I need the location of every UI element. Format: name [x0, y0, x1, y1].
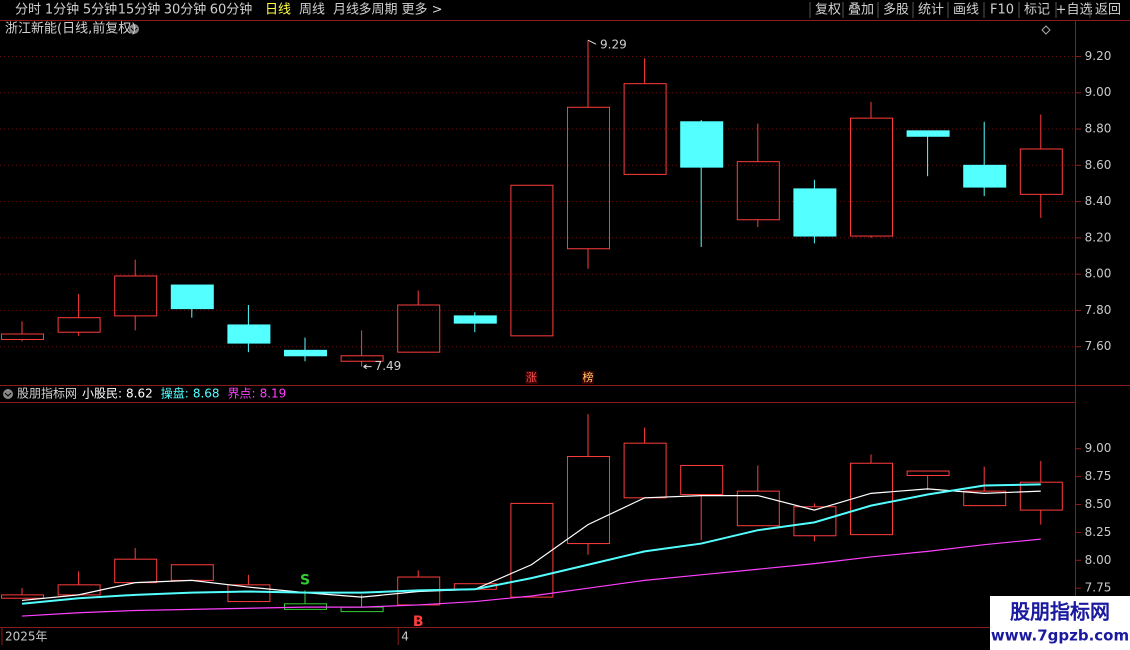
- y-tick-label: 8.25: [1085, 525, 1112, 539]
- timeframe-tab[interactable]: 日线: [265, 3, 291, 18]
- y-tick-label: 9.00: [1085, 441, 1112, 455]
- candle-body: [1, 594, 44, 599]
- candle-body: [1019, 148, 1063, 195]
- timeframe-tab[interactable]: 月线: [333, 3, 359, 18]
- candle-body: [510, 502, 554, 598]
- candle-body: [680, 121, 724, 168]
- diamond-icon[interactable]: [1041, 25, 1051, 35]
- timeframe-tab[interactable]: 5分钟: [83, 2, 117, 18]
- indicator-line: [21, 538, 1041, 617]
- legend-name: 操盘:: [161, 386, 189, 401]
- y-tick-label: 7.80: [1085, 303, 1112, 317]
- y-tick-label: 8.75: [1085, 469, 1112, 483]
- toolbar-button[interactable]: 标记: [1024, 3, 1050, 18]
- y-tick-label: 8.00: [1085, 267, 1112, 281]
- legend-value: 8.62: [126, 387, 153, 401]
- marker-box: [582, 371, 594, 384]
- candle-body: [397, 304, 441, 353]
- x-tick-label: 2025年: [5, 630, 48, 644]
- timeframe-tab[interactable]: 更多 >: [401, 2, 442, 18]
- watermark-url: www.7gpzb.com: [991, 627, 1129, 645]
- marker-box: [525, 371, 538, 384]
- x-tick-label: 4: [401, 630, 409, 644]
- candle-body: [793, 188, 837, 237]
- candle-body: [567, 456, 610, 545]
- timeframe-tab[interactable]: 60分钟: [210, 2, 253, 18]
- signal: S: [300, 572, 310, 588]
- timeframe-tab[interactable]: 1分钟: [45, 2, 79, 18]
- legend-name: 界点:: [228, 387, 256, 401]
- min-label: 7.49: [375, 359, 402, 373]
- candle-body: [680, 464, 724, 495]
- toolbar-button[interactable]: 多股: [883, 2, 909, 18]
- timeframe-tab[interactable]: 多周期: [358, 2, 397, 18]
- watermark-title: 股朋指标网: [1010, 600, 1110, 624]
- candle-body: [736, 161, 780, 221]
- candle-body: [1, 333, 44, 340]
- y-tick-label: 8.40: [1085, 194, 1112, 208]
- toolbar-button[interactable]: 统计: [918, 3, 944, 18]
- legend-value: 8.68: [193, 387, 220, 401]
- indicator-line: [21, 488, 1041, 602]
- indicator-line: [21, 483, 1041, 605]
- stock-title: 浙江新能(日线,前复权): [5, 21, 136, 37]
- y-tick-label: 8.60: [1085, 158, 1112, 172]
- toolbar-button[interactable]: 画线: [953, 3, 979, 18]
- toolbar-button[interactable]: 复权: [815, 2, 841, 18]
- indicator-title: 股朋指标网: [17, 386, 77, 401]
- dropdown-icon[interactable]: [3, 389, 13, 399]
- toolbar-button[interactable]: 叠加: [848, 3, 874, 18]
- candle-body: [510, 184, 554, 337]
- candle-body: [453, 315, 497, 324]
- legend-value: 8.19: [260, 387, 287, 401]
- candle-body: [623, 83, 667, 175]
- candle-body: [114, 275, 158, 317]
- y-tick-label: 8.20: [1085, 230, 1112, 244]
- candle-body: [963, 164, 1007, 188]
- toolbar-button[interactable]: 返回: [1095, 3, 1121, 18]
- toolbar-button[interactable]: F10: [990, 3, 1014, 18]
- marker: 涨: [526, 371, 537, 384]
- y-tick-label: 9.20: [1085, 49, 1112, 63]
- signal: B: [413, 614, 424, 630]
- dropdown-icon[interactable]: [129, 24, 139, 34]
- watermark-box: [990, 596, 1130, 650]
- dropdown-arrow: [130, 27, 138, 32]
- timeframe-tab[interactable]: 周线: [299, 3, 325, 18]
- candle-body: [284, 349, 327, 357]
- candle-body: [567, 106, 610, 250]
- candle-body: [906, 130, 950, 137]
- y-tick-label: 7.60: [1085, 339, 1112, 353]
- toolbar-button[interactable]: +自选: [1056, 3, 1093, 18]
- legend-name: 小股民:: [82, 387, 122, 401]
- candle-body: [170, 284, 214, 310]
- max-label: 9.29: [600, 38, 627, 52]
- max-arrow: [587, 39, 597, 45]
- candle-body: [736, 490, 780, 527]
- candle-body: [227, 584, 271, 603]
- candle-body: [793, 506, 837, 537]
- min-arrow: [363, 364, 372, 370]
- timeframe-tab[interactable]: 15分钟: [118, 2, 161, 18]
- timeframe-tab[interactable]: 30分钟: [164, 2, 207, 18]
- dropdown-arrow: [4, 392, 12, 397]
- y-tick-label: 9.00: [1085, 85, 1112, 99]
- y-tick-label: 8.00: [1085, 553, 1112, 567]
- marker: 榜: [583, 370, 594, 384]
- candle-body: [850, 117, 893, 237]
- y-tick-label: 7.75: [1085, 581, 1112, 595]
- timeframe-tab[interactable]: 分时: [15, 3, 41, 18]
- y-tick-label: 8.80: [1085, 122, 1112, 136]
- candle-body: [227, 324, 271, 344]
- y-tick-label: 8.50: [1085, 497, 1112, 511]
- candle-body: [340, 355, 384, 362]
- candle-body: [963, 490, 1007, 507]
- candle-body: [57, 317, 101, 333]
- candle-body: [1019, 481, 1063, 511]
- candle-body: [906, 470, 950, 477]
